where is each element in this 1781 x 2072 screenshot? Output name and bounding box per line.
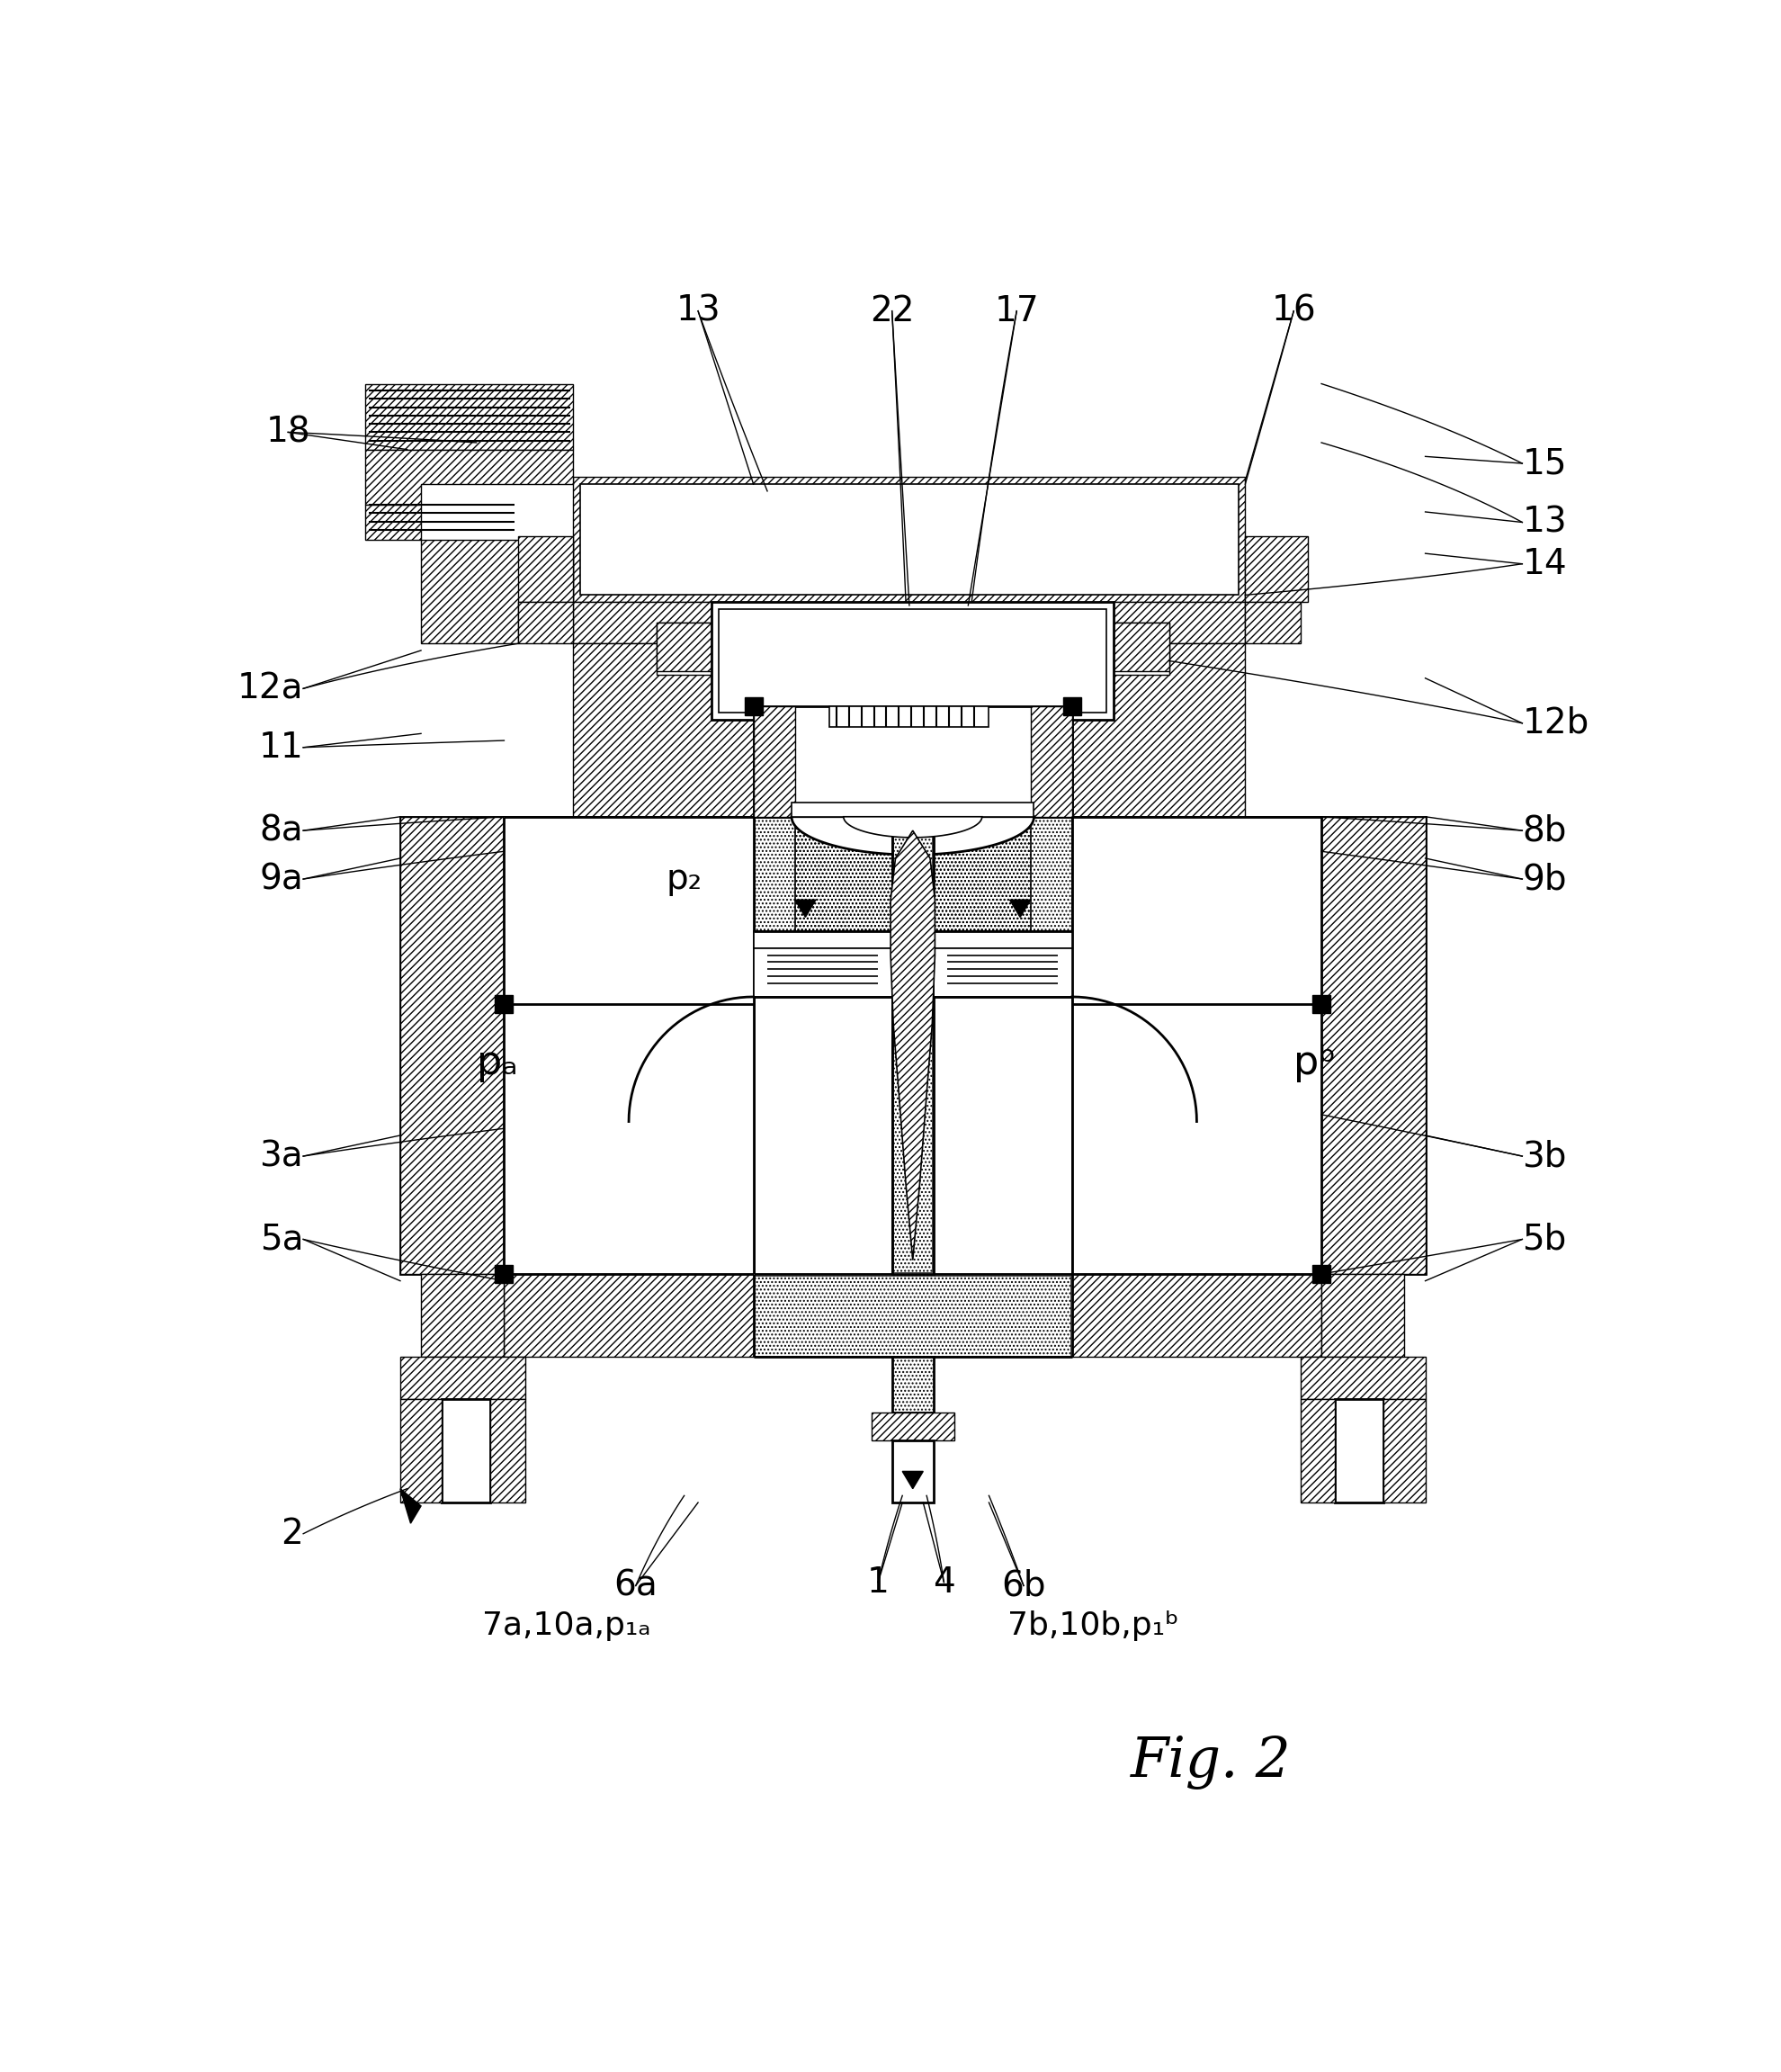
- Polygon shape: [365, 383, 573, 450]
- Polygon shape: [365, 506, 420, 539]
- Polygon shape: [401, 816, 753, 1274]
- Polygon shape: [1313, 1264, 1330, 1283]
- Polygon shape: [753, 1274, 1072, 1357]
- Polygon shape: [753, 930, 892, 949]
- Text: 16: 16: [1272, 294, 1316, 327]
- Polygon shape: [744, 696, 762, 715]
- Polygon shape: [490, 1399, 525, 1502]
- Polygon shape: [892, 816, 933, 1274]
- Polygon shape: [442, 1399, 490, 1502]
- Text: 5a: 5a: [260, 1222, 303, 1256]
- Polygon shape: [420, 539, 573, 644]
- Polygon shape: [794, 899, 816, 918]
- Text: 8a: 8a: [260, 814, 303, 847]
- Text: 18: 18: [265, 414, 310, 450]
- Text: 17: 17: [994, 294, 1038, 327]
- Polygon shape: [794, 816, 892, 941]
- Text: p₂: p₂: [666, 862, 702, 897]
- Polygon shape: [712, 603, 1113, 719]
- Polygon shape: [933, 949, 1072, 997]
- Text: 2: 2: [281, 1517, 303, 1550]
- Polygon shape: [401, 1357, 525, 1399]
- Text: pᵇ: pᵇ: [1293, 1044, 1336, 1082]
- Polygon shape: [753, 707, 1072, 816]
- Text: 11: 11: [258, 729, 303, 765]
- Polygon shape: [495, 995, 513, 1013]
- Text: 7a,10a,p₁ₐ: 7a,10a,p₁ₐ: [483, 1610, 650, 1641]
- Polygon shape: [1300, 1357, 1425, 1399]
- Polygon shape: [720, 609, 1106, 713]
- Polygon shape: [1010, 899, 1031, 918]
- Polygon shape: [1384, 1399, 1425, 1502]
- Polygon shape: [890, 831, 935, 1260]
- Text: 12b: 12b: [1523, 707, 1589, 740]
- Polygon shape: [892, 1440, 933, 1502]
- Polygon shape: [791, 816, 1035, 856]
- Polygon shape: [1245, 603, 1300, 644]
- Text: 4: 4: [933, 1564, 955, 1600]
- Polygon shape: [401, 1399, 442, 1502]
- Text: 3b: 3b: [1523, 1140, 1567, 1173]
- Polygon shape: [1322, 1274, 1405, 1357]
- Polygon shape: [753, 707, 794, 816]
- Polygon shape: [581, 485, 1238, 595]
- Polygon shape: [753, 707, 1072, 816]
- Polygon shape: [518, 537, 573, 603]
- Text: 6b: 6b: [1001, 1569, 1045, 1604]
- Text: pₐ: pₐ: [477, 1044, 518, 1082]
- Text: 8b: 8b: [1523, 814, 1567, 847]
- Polygon shape: [401, 644, 753, 816]
- Text: Fig. 2: Fig. 2: [1131, 1736, 1291, 1790]
- Polygon shape: [573, 477, 1245, 603]
- Polygon shape: [844, 816, 981, 837]
- Polygon shape: [1072, 816, 1322, 1274]
- Polygon shape: [518, 603, 573, 644]
- Polygon shape: [830, 707, 988, 727]
- Text: 13: 13: [1523, 506, 1567, 539]
- Polygon shape: [1072, 644, 1425, 816]
- Polygon shape: [573, 603, 712, 644]
- Polygon shape: [933, 816, 1031, 941]
- Polygon shape: [1300, 1399, 1336, 1502]
- Polygon shape: [1072, 816, 1425, 1274]
- Polygon shape: [1336, 1399, 1384, 1502]
- Polygon shape: [933, 930, 1072, 949]
- Polygon shape: [903, 1471, 923, 1488]
- Polygon shape: [401, 1488, 420, 1523]
- Polygon shape: [657, 624, 712, 671]
- Polygon shape: [753, 707, 1072, 816]
- Polygon shape: [365, 450, 573, 506]
- Polygon shape: [420, 1274, 504, 1357]
- Text: 13: 13: [675, 294, 720, 327]
- Text: 7b,10b,p₁ᵇ: 7b,10b,p₁ᵇ: [1006, 1610, 1179, 1641]
- Polygon shape: [1113, 624, 1168, 671]
- Polygon shape: [495, 1264, 513, 1283]
- Polygon shape: [1113, 603, 1245, 644]
- Text: 1: 1: [867, 1564, 889, 1600]
- Text: 5b: 5b: [1523, 1222, 1567, 1256]
- Text: 9b: 9b: [1523, 862, 1567, 897]
- Text: 14: 14: [1523, 547, 1567, 580]
- Polygon shape: [504, 816, 753, 1274]
- Text: 22: 22: [869, 294, 914, 327]
- Polygon shape: [791, 802, 1035, 816]
- Polygon shape: [871, 1413, 955, 1440]
- Polygon shape: [1245, 537, 1307, 603]
- Text: 9a: 9a: [260, 862, 303, 897]
- Text: 3a: 3a: [260, 1140, 303, 1173]
- Polygon shape: [401, 816, 504, 1274]
- Polygon shape: [1063, 696, 1081, 715]
- Polygon shape: [1322, 816, 1425, 1274]
- Text: 12a: 12a: [237, 671, 303, 707]
- Polygon shape: [753, 949, 892, 997]
- Text: 15: 15: [1523, 445, 1567, 481]
- Polygon shape: [1031, 707, 1072, 816]
- Polygon shape: [504, 1274, 1322, 1357]
- Polygon shape: [892, 1357, 933, 1413]
- Text: 6a: 6a: [614, 1569, 657, 1604]
- Polygon shape: [1313, 995, 1330, 1013]
